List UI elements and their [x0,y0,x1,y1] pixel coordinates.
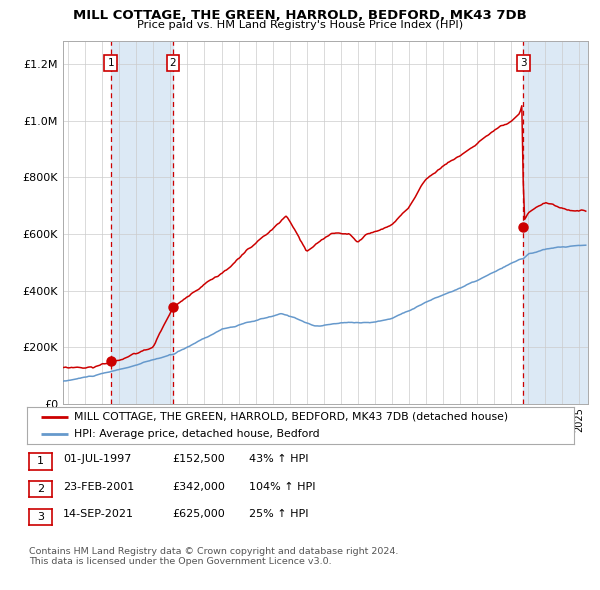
Text: 14-SEP-2021: 14-SEP-2021 [63,509,134,519]
Text: 3: 3 [520,58,527,68]
Text: 1: 1 [37,457,44,466]
Text: Contains HM Land Registry data © Crown copyright and database right 2024.: Contains HM Land Registry data © Crown c… [29,547,398,556]
Text: £625,000: £625,000 [172,509,225,519]
Text: Price paid vs. HM Land Registry's House Price Index (HPI): Price paid vs. HM Land Registry's House … [137,20,463,30]
Text: HPI: Average price, detached house, Bedford: HPI: Average price, detached house, Bedf… [74,429,319,439]
Text: 104% ↑ HPI: 104% ↑ HPI [249,481,316,491]
Text: 43% ↑ HPI: 43% ↑ HPI [249,454,308,464]
Text: 23-FEB-2001: 23-FEB-2001 [63,481,134,491]
Text: This data is licensed under the Open Government Licence v3.0.: This data is licensed under the Open Gov… [29,558,331,566]
Text: 25% ↑ HPI: 25% ↑ HPI [249,509,308,519]
Text: 2: 2 [170,58,176,68]
Text: 2: 2 [37,484,44,494]
Text: 01-JUL-1997: 01-JUL-1997 [63,454,131,464]
Bar [111,41,173,404]
Text: 3: 3 [37,512,44,522]
Text: £152,500: £152,500 [172,454,225,464]
Text: £342,000: £342,000 [172,481,225,491]
Text: MILL COTTAGE, THE GREEN, HARROLD, BEDFORD, MK43 7DB (detached house): MILL COTTAGE, THE GREEN, HARROLD, BEDFOR… [74,412,508,422]
Text: MILL COTTAGE, THE GREEN, HARROLD, BEDFORD, MK43 7DB: MILL COTTAGE, THE GREEN, HARROLD, BEDFOR… [73,9,527,22]
Text: 1: 1 [107,58,114,68]
Bar [523,41,588,404]
